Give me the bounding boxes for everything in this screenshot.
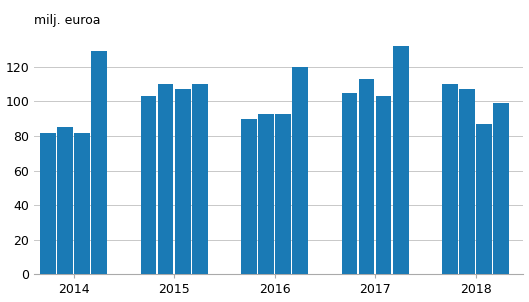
Bar — [442, 84, 458, 275]
Bar — [459, 89, 475, 275]
Bar — [275, 114, 291, 275]
Bar — [175, 89, 190, 275]
Bar — [74, 133, 90, 275]
Bar — [57, 127, 73, 275]
Bar — [359, 79, 375, 275]
Bar — [158, 84, 174, 275]
Bar — [40, 133, 56, 275]
Bar — [92, 51, 107, 275]
Bar — [376, 96, 391, 275]
Bar — [476, 124, 492, 275]
Bar — [141, 96, 157, 275]
Bar — [393, 46, 408, 275]
Text: milj. euroa: milj. euroa — [34, 14, 101, 27]
Bar — [258, 114, 274, 275]
Bar — [241, 119, 257, 275]
Bar — [293, 67, 308, 275]
Bar — [494, 103, 509, 275]
Bar — [342, 93, 357, 275]
Bar — [192, 84, 208, 275]
